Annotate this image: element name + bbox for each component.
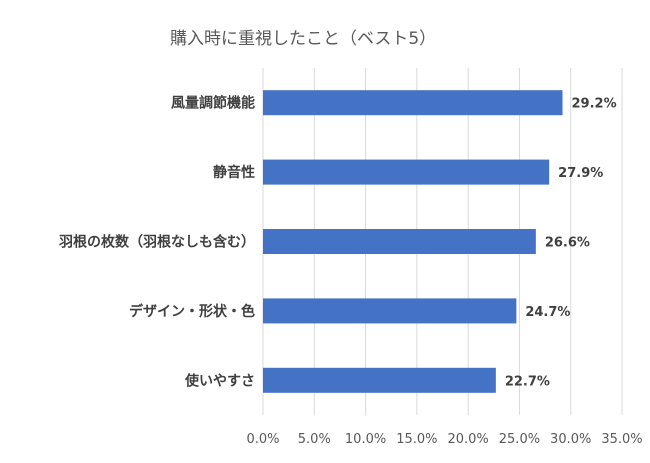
x-tick-label: 5.0% — [298, 432, 331, 447]
category-label: デザイン・形状・色 — [129, 303, 255, 320]
x-tick-label: 35.0% — [601, 432, 642, 447]
category-label: 使いやすさ — [184, 372, 255, 389]
data-label: 22.7% — [505, 374, 550, 389]
x-tick-label: 25.0% — [499, 432, 540, 447]
x-tick-label: 15.0% — [396, 432, 437, 447]
data-label: 29.2% — [572, 97, 617, 112]
data-label: 26.6% — [545, 236, 590, 251]
x-axis-tick-labels: 0.0% 5.0% 10.0% 15.0% 20.0% 25.0% 30.0% 35.0% — [246, 432, 642, 447]
bar — [263, 367, 496, 393]
data-label: 24.7% — [525, 305, 570, 320]
bar — [263, 298, 517, 324]
data-labels: 29.2% 27.9% 26.6% 24.7% 22.7% — [505, 97, 617, 390]
bars — [263, 90, 563, 393]
x-tick-label: 30.0% — [550, 432, 591, 447]
chart-title: 購入時に重視したこと（ベスト5） — [170, 29, 436, 49]
category-label: 静音性 — [213, 164, 255, 181]
bar — [263, 90, 563, 116]
x-tick-label: 20.0% — [447, 432, 488, 447]
x-tick-label: 10.0% — [345, 432, 386, 447]
data-label: 27.9% — [558, 166, 603, 181]
bar — [263, 229, 536, 254]
bar — [263, 159, 550, 185]
x-tick-label: 0.0% — [246, 432, 279, 447]
category-label: 羽根の枚数（羽根なしも含む） — [59, 234, 255, 251]
category-label: 風量調節機能 — [171, 95, 255, 112]
